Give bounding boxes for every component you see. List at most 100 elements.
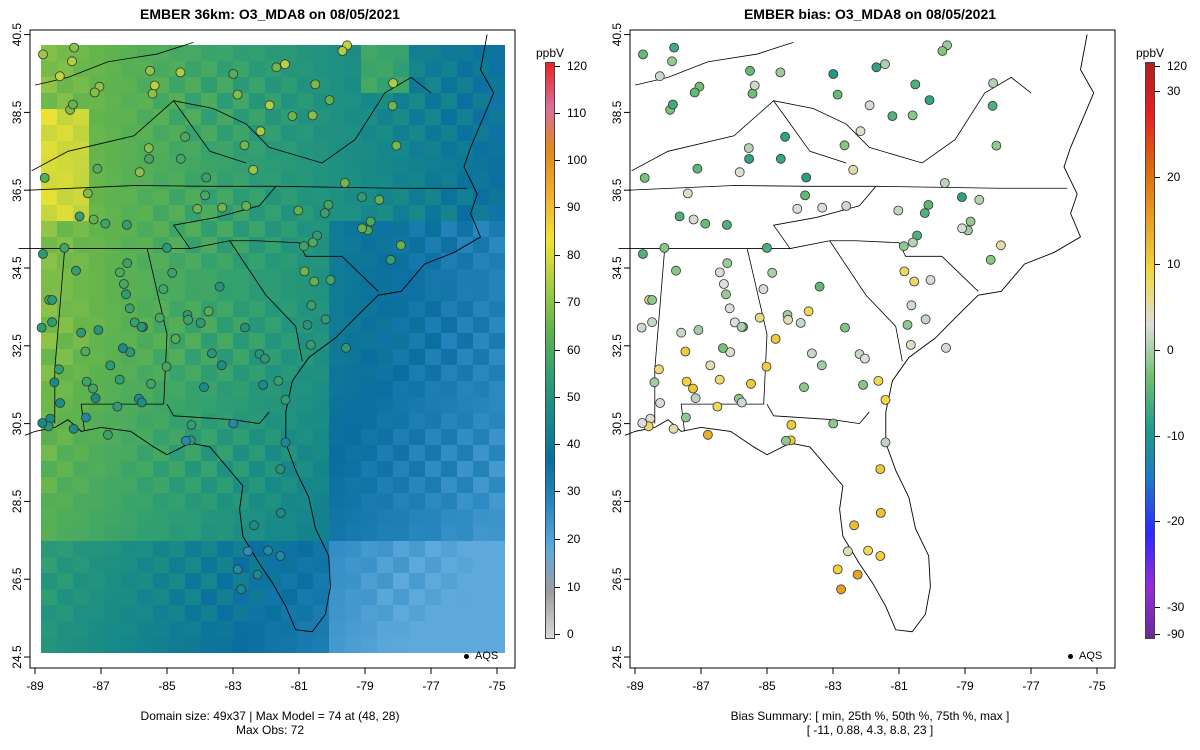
aqs-station[interactable] [689,87,700,98]
aqs-station[interactable] [186,419,197,430]
aqs-station[interactable] [81,412,91,423]
aqs-station[interactable] [143,143,154,154]
aqs-station[interactable] [786,419,797,430]
aqs-station[interactable] [814,281,825,292]
aqs-station[interactable] [275,464,286,475]
aqs-station[interactable] [746,378,756,389]
aqs-station[interactable] [887,111,898,121]
aqs-station[interactable] [638,49,648,60]
aqs-station[interactable] [124,303,135,314]
aqs-station[interactable] [38,49,48,60]
aqs-station[interactable] [38,249,48,259]
aqs-station[interactable] [988,78,999,88]
aqs-station[interactable] [55,398,65,408]
aqs-station[interactable] [875,464,886,475]
aqs-station[interactable] [217,202,228,213]
aqs-station[interactable] [271,62,282,73]
aqs-station[interactable] [801,172,812,183]
aqs-station[interactable] [324,95,335,105]
aqs-station[interactable] [37,418,48,428]
aqs-station[interactable] [147,88,158,99]
aqs-station[interactable] [783,314,794,325]
aqs-station[interactable] [114,374,125,385]
aqs-station[interactable] [758,284,769,295]
aqs-station[interactable] [722,258,733,269]
aqs-station[interactable] [307,110,318,121]
aqs-station[interactable] [907,237,918,248]
aqs-station[interactable] [841,201,852,211]
aqs-station[interactable] [899,266,910,277]
aqs-station[interactable] [249,520,260,531]
aqs-station[interactable] [722,219,732,230]
aqs-station[interactable] [158,284,169,295]
aqs-station[interactable] [875,551,886,561]
aqs-station[interactable] [71,265,81,276]
aqs-station[interactable] [639,172,650,183]
aqs-station[interactable] [828,418,839,429]
aqs-station[interactable] [59,242,70,253]
aqs-station[interactable] [391,140,402,151]
aqs-station[interactable] [200,190,211,201]
aqs-station[interactable] [937,46,948,56]
aqs-station[interactable] [875,508,886,518]
aqs-station[interactable] [39,172,50,183]
aqs-station[interactable] [201,172,212,183]
aqs-station[interactable] [167,267,178,278]
aqs-station[interactable] [965,216,976,227]
aqs-station[interactable] [105,360,116,371]
aqs-station[interactable] [228,418,239,429]
aqs-station[interactable] [192,203,203,214]
aqs-station[interactable] [848,164,859,175]
aqs-station[interactable] [121,289,131,300]
aqs-station[interactable] [852,569,863,580]
aqs-station[interactable] [799,382,809,393]
aqs-station[interactable] [924,95,935,105]
aqs-station[interactable] [705,360,716,371]
aqs-station[interactable] [88,214,99,225]
aqs-station[interactable] [688,383,698,394]
aqs-station[interactable] [54,364,64,375]
aqs-station[interactable] [154,312,165,323]
aqs-station[interactable] [693,325,704,335]
aqs-station[interactable] [239,140,250,151]
aqs-station[interactable] [306,300,317,311]
aqs-station[interactable] [339,178,350,188]
aqs-station[interactable] [180,435,191,446]
aqs-station[interactable] [275,508,286,518]
aqs-station[interactable] [761,361,772,372]
aqs-station[interactable] [232,89,243,100]
aqs-station[interactable] [136,397,147,408]
aqs-station[interactable] [775,153,786,164]
aqs-station[interactable] [974,194,985,205]
aqs-station[interactable] [647,295,657,305]
aqs-station[interactable] [920,314,931,325]
aqs-station[interactable] [54,71,65,82]
aqs-station[interactable] [385,254,396,265]
aqs-station[interactable] [310,79,321,90]
aqs-station[interactable] [649,377,660,388]
aqs-station[interactable] [636,322,647,333]
aqs-station[interactable] [780,131,791,142]
aqs-station[interactable] [145,65,155,76]
aqs-station[interactable] [241,201,252,211]
aqs-station[interactable] [659,242,670,253]
aqs-station[interactable] [242,546,253,557]
aqs-station[interactable] [365,216,376,227]
aqs-station[interactable] [206,348,217,359]
aqs-station[interactable] [840,322,850,333]
aqs-station[interactable] [388,78,399,88]
aqs-station[interactable] [669,42,679,53]
aqs-station[interactable] [100,218,111,229]
aqs-station[interactable] [280,59,290,70]
aqs-station[interactable] [68,99,78,110]
aqs-station[interactable] [941,342,951,353]
aqs-station[interactable] [47,317,57,328]
aqs-station[interactable] [299,266,310,277]
aqs-station[interactable] [341,342,351,353]
aqs-station[interactable] [855,126,866,137]
aqs-station[interactable] [671,265,681,276]
aqs-station[interactable] [293,205,304,216]
aqs-station[interactable] [103,429,113,440]
aqs-station[interactable] [252,569,263,580]
aqs-station[interactable] [47,295,57,305]
